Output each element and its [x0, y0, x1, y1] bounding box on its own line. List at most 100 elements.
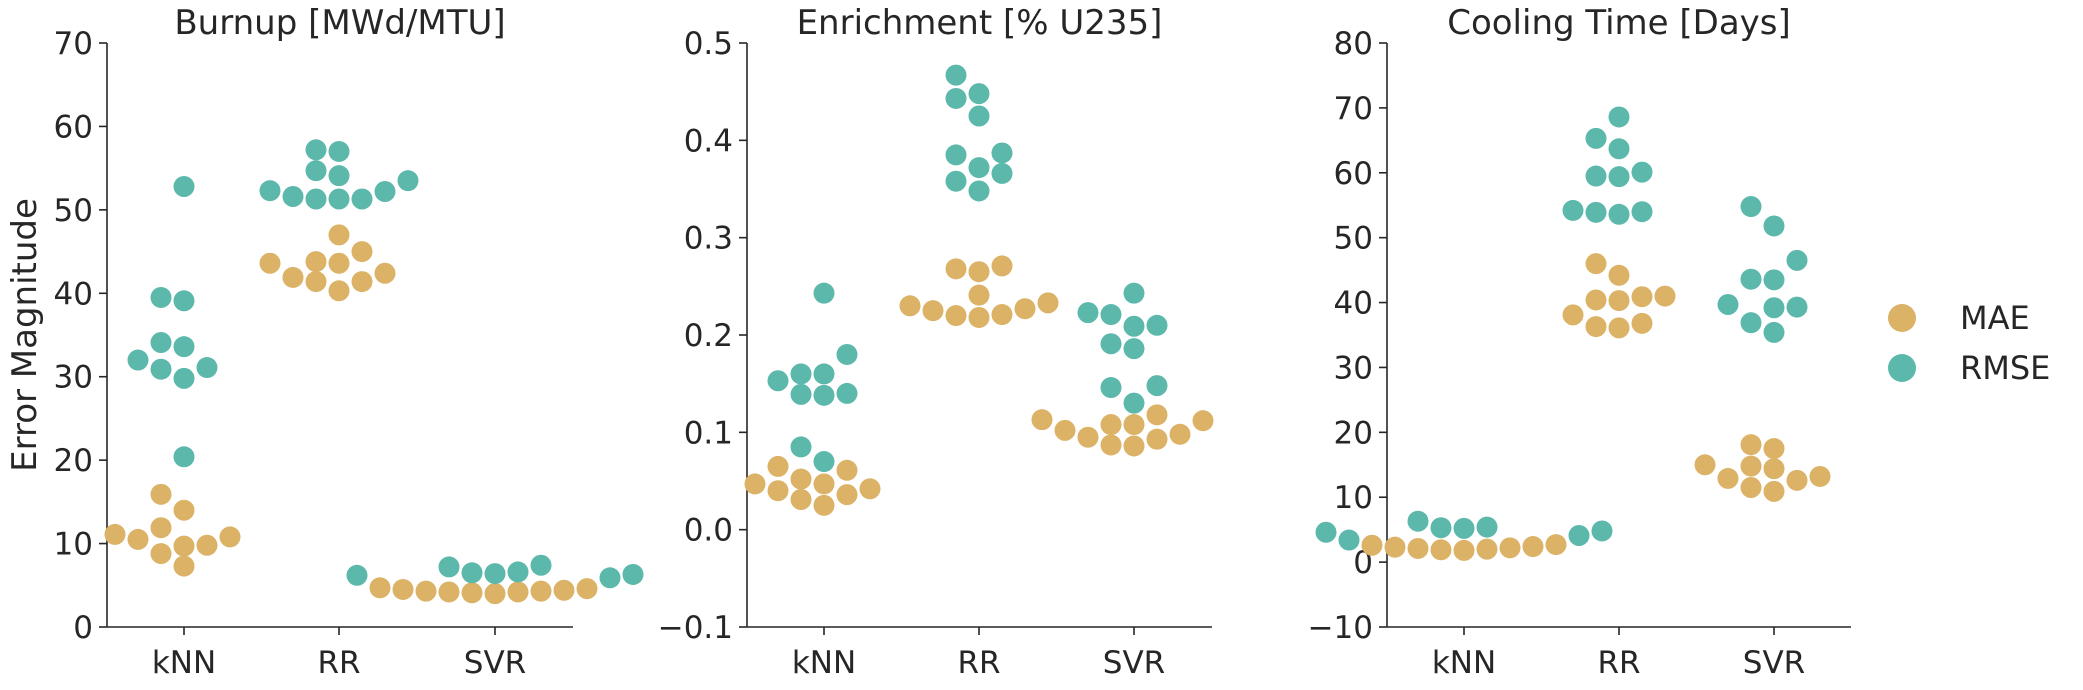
panel-3-rmse-point-svr — [1740, 312, 1762, 334]
legend-marker-rmse — [1888, 354, 1916, 382]
panel-3-rmse-point-svr — [1763, 215, 1785, 237]
panel-3-rmse-point-rr — [1608, 166, 1630, 188]
panel-1-y-tick-label: 30 — [54, 360, 93, 396]
panel-1-rmse-point-knn — [150, 286, 172, 308]
panel-1-x-tick-label-svr: SVR — [464, 645, 526, 681]
panel-3-y-tick-label: 70 — [1334, 91, 1373, 127]
panel-3-mae-point-knn — [1361, 534, 1383, 556]
panel-3-x-tick-label-svr: SVR — [1743, 645, 1805, 681]
panel-1-y-tick-label: 60 — [54, 109, 93, 145]
panel-2-rmse-point-svr — [1100, 304, 1122, 326]
panel-1-rmse-point-knn — [173, 336, 195, 358]
panel-2-y-tick-label: 0.4 — [684, 123, 733, 159]
panel-1-mae-point-knn — [173, 499, 195, 521]
panel-2-rmse-point-knn — [813, 363, 835, 385]
panel-2-x-tick-label-svr: SVR — [1103, 645, 1165, 681]
panel-1-rmse-point-knn — [173, 367, 195, 389]
panel-2-mae-point-knn — [790, 468, 812, 490]
panel-1-rmse-point-knn — [173, 446, 195, 468]
panel-3-y-tick-label: 50 — [1334, 221, 1373, 257]
panel-1-mae-point-knn — [196, 534, 218, 556]
panel-3-mae-point-knn — [1499, 537, 1521, 559]
panel-2-y-tick-label: 0.5 — [684, 26, 733, 62]
panel-2-rmse-point-knn — [813, 384, 835, 406]
panel-2-mae-point-knn — [813, 473, 835, 495]
panel-3-rmse-point-rr — [1608, 138, 1630, 160]
panel-2-mae-point-knn — [767, 480, 789, 502]
panel-3-rmse-point-svr — [1763, 269, 1785, 291]
panel-2-rmse-point-knn — [836, 343, 858, 365]
panel-1-rmse-point-svr — [599, 567, 621, 589]
panel-3-rmse-point-rr — [1585, 165, 1607, 187]
panel-1-rmse-point-svr — [622, 563, 644, 585]
panel-3-rmse-point-knn — [1407, 510, 1429, 532]
panel-3-y-tick-label: 60 — [1334, 156, 1373, 192]
panel-1-mae-point-knn — [173, 535, 195, 557]
panel-3-rmse-point-svr — [1763, 297, 1785, 319]
panel-2-mae-point-rr — [945, 258, 967, 280]
panel-1-y-tick-label: 10 — [54, 527, 93, 563]
panel-3-y-tick-label: 20 — [1334, 415, 1373, 451]
panel-2-mae-point-rr — [1014, 298, 1036, 320]
panel-2-mae-point-svr — [1123, 435, 1145, 457]
panel-1-y-tick-label: 70 — [54, 26, 93, 62]
panel-1-mae-point-knn — [127, 528, 149, 550]
panel-2-rmse-point-rr — [968, 105, 990, 127]
legend-label-rmse: RMSE — [1960, 349, 2050, 387]
panel-3-mae-point-knn — [1522, 536, 1544, 558]
panel-3-mae-point-knn — [1545, 534, 1567, 556]
y-axis-label: Error Magnitude — [5, 198, 45, 472]
panel-2-mae-point-svr — [1100, 434, 1122, 456]
panel-2-rmse-point-rr — [991, 162, 1013, 184]
panel-1-mae-point-svr — [392, 578, 414, 600]
panel-3-rmse-point-knn — [1476, 516, 1498, 538]
panel-2-mae-point-svr — [1192, 410, 1214, 432]
panel-3-mae-point-svr — [1786, 469, 1808, 491]
panel-1-mae-point-knn — [150, 483, 172, 505]
panel-2-rmse-point-knn — [790, 436, 812, 458]
panel-3-mae-point-svr — [1763, 458, 1785, 480]
panel-2-mae-point-rr — [922, 300, 944, 322]
panel-2-mae-point-svr — [1123, 414, 1145, 436]
panel-3-rmse-point-svr — [1740, 196, 1762, 218]
panel-3-mae-point-svr — [1763, 480, 1785, 502]
panel-1-rmse-point-knn — [150, 358, 172, 380]
panel-3-x-tick-label-rr: RR — [1597, 645, 1640, 681]
panel-1-mae-point-rr — [351, 241, 373, 263]
panel-1-mae-point-svr — [507, 581, 529, 603]
panel-1-mae-point-rr — [351, 271, 373, 293]
panel-3-rmse-point-svr — [1786, 296, 1808, 318]
panel-2-mae-point-svr — [1100, 414, 1122, 436]
panel-1-mae-point-knn — [150, 517, 172, 539]
panel-2-rmse-point-svr — [1123, 338, 1145, 360]
panel-1-mae-point-svr — [553, 579, 575, 601]
panel-2-mae-point-svr — [1077, 426, 1099, 448]
panel-2-mae-point-knn — [836, 484, 858, 506]
panel-2-mae-point-knn — [813, 494, 835, 516]
panel-2-mae-point-knn — [836, 459, 858, 481]
panel-1-rmse-point-rr — [328, 140, 350, 162]
panel-3-mae-point-rr — [1562, 304, 1584, 326]
panel-1-rmse-point-rr — [397, 170, 419, 192]
panel-3-mae-point-svr — [1694, 454, 1716, 476]
panel-2-rmse-point-knn — [813, 282, 835, 304]
panel-1-rmse-point-svr — [530, 554, 552, 576]
panel-2-mae-point-rr — [1037, 292, 1059, 314]
legend-marker-mae — [1888, 304, 1916, 332]
panel-2-rmse-point-rr — [968, 180, 990, 202]
panel-1-rmse-point-rr — [259, 180, 281, 202]
panel-3-y-tick-label: 40 — [1334, 286, 1373, 322]
panel-1-rmse-point-svr — [346, 564, 368, 586]
panel-2-y-tick-label: 0.0 — [684, 513, 733, 549]
panel-2-mae-point-rr — [991, 255, 1013, 277]
panel-3-rmse-point-rr — [1631, 161, 1653, 183]
panel-1-title: Burnup [MWd/MTU] — [174, 3, 505, 43]
panel-2-rmse-point-svr — [1123, 315, 1145, 337]
panel-2-rmse-point-rr — [968, 83, 990, 105]
panel-3-title: Cooling Time [Days] — [1447, 3, 1791, 43]
panel-2-rmse-point-rr — [945, 144, 967, 166]
panel-3-mae-point-svr — [1717, 467, 1739, 489]
panel-2-rmse-point-rr — [945, 64, 967, 86]
panel-3-mae-point-rr — [1608, 317, 1630, 339]
panel-3-rmse-point-knn — [1568, 525, 1590, 547]
